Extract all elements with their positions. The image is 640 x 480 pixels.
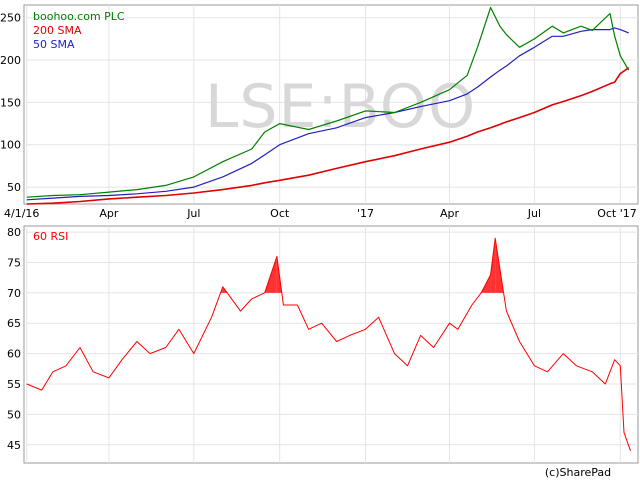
rsi-legend: 60 RSI [33, 230, 68, 243]
price-y-tick-label: 100 [0, 139, 21, 152]
rsi-grid [24, 226, 638, 463]
rsi-y-tick-label: 55 [7, 378, 21, 391]
price-grid [24, 5, 638, 204]
rsi-panel: 45 50 55 60 65 70 75 80 60 RSI [7, 225, 639, 464]
watermark: LSE:BOO [205, 72, 476, 142]
price-legend-entry: 50 SMA [33, 38, 75, 51]
x-tick-label: 4/1/16 [4, 207, 39, 220]
credit-label: (c)SharePad [545, 466, 611, 479]
rsi-overbought-area [490, 238, 496, 293]
x-tick-label: Oct [270, 207, 290, 220]
price-y-tick-label: 150 [0, 96, 21, 109]
price-legend-entry: boohoo.com PLC [33, 10, 125, 23]
price-series-group [26, 6, 630, 205]
rsi-y-tick-label: 60 [7, 348, 21, 361]
rsi-y-tick-label: 65 [7, 317, 21, 330]
rsi-plot-area [23, 225, 639, 464]
x-tick-label: Apr [99, 207, 119, 220]
x-tick-label: '17 [357, 207, 374, 220]
price-legend-entry: 200 SMA [33, 24, 82, 37]
rsi-y-tick-labels: 45 50 55 60 65 70 75 80 [7, 226, 21, 452]
rsi-y-tick-label: 80 [7, 226, 21, 239]
x-tick-label: Oct '17 [597, 207, 637, 220]
price-line [26, 6, 630, 198]
rsi-y-tick-label: 75 [7, 256, 21, 269]
x-tick-label: Apr [440, 207, 460, 220]
rsi-line [26, 237, 631, 451]
price-y-tick-labels: 50 100 150 200 250 [0, 12, 21, 194]
price-y-tick-label: 200 [0, 54, 21, 67]
rsi-y-tick-label: 45 [7, 439, 21, 452]
rsi-legend-entry: 60 RSI [33, 230, 68, 243]
rsi-y-tick-label: 50 [7, 408, 21, 421]
sma50-line [26, 27, 629, 201]
price-panel: LSE:BOO 50 100 150 200 250 boohoo.com PLC200… [0, 4, 639, 205]
rsi-y-tick-label: 70 [7, 287, 21, 300]
x-tick-label: Jul [186, 207, 200, 220]
price-y-tick-label: 250 [0, 12, 21, 25]
price-y-tick-label: 50 [7, 181, 21, 194]
x-tick-labels: 4/1/16 Apr Jul Oct '17 Apr Jul Oct '17 [4, 207, 637, 220]
sma200-line [26, 67, 630, 205]
rsi-series-group [26, 237, 631, 451]
x-tick-label: Jul [527, 207, 541, 220]
